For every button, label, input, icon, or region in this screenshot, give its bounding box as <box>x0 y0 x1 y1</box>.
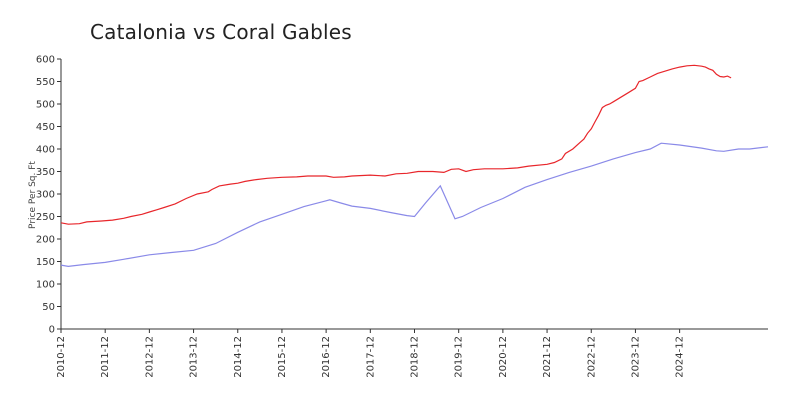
x-tick-label: 2016-12 <box>321 336 332 378</box>
x-tick-label: 2024-12 <box>675 336 686 378</box>
x-tick-label: 2021-12 <box>542 336 553 378</box>
x-tick-label: 2020-12 <box>498 336 509 378</box>
x-tick-label: 2010-12 <box>56 336 67 378</box>
x-tick-label: 2018-12 <box>410 336 421 378</box>
y-tick-label: 300 <box>36 190 55 201</box>
x-axis-ticks: 2010-12 2011-12 2012-12 2013-12 2014-12 2015-… <box>56 329 686 378</box>
y-tick-label: 50 <box>42 302 55 313</box>
x-tick-label: 2011-12 <box>100 336 111 378</box>
y-tick-label: 550 <box>36 77 55 88</box>
y-tick-label: 150 <box>36 257 55 268</box>
y-axis-ticks: 0 50 100 150 200 250 300 350 400 450 500 550 600 <box>36 55 61 336</box>
series-line-2 <box>60 142 769 268</box>
x-tick-label: 2017-12 <box>365 336 376 378</box>
y-tick-label: 200 <box>36 235 55 246</box>
y-tick-label: 0 <box>49 325 55 336</box>
x-tick-label: 2013-12 <box>189 336 200 378</box>
y-axis-label: Price Per Sq. Ft <box>28 161 38 229</box>
y-tick-label: 450 <box>36 122 55 133</box>
x-tick-label: 2023-12 <box>630 336 641 378</box>
y-tick-label: 600 <box>36 55 55 66</box>
chart-title: Catalonia vs Coral Gables <box>90 20 352 44</box>
x-tick-label: 2012-12 <box>144 336 155 378</box>
series-lines <box>60 64 769 268</box>
y-tick-label: 350 <box>36 167 55 178</box>
x-tick-label: 2022-12 <box>586 336 597 378</box>
y-tick-label: 500 <box>36 100 55 111</box>
y-tick-label: 100 <box>36 280 55 291</box>
x-tick-label: 2015-12 <box>277 336 288 378</box>
y-tick-label: 400 <box>36 145 55 156</box>
series-line-1 <box>60 64 732 225</box>
x-tick-label: 2019-12 <box>454 336 465 378</box>
axes <box>60 59 768 330</box>
x-tick-label: 2014-12 <box>233 336 244 378</box>
y-tick-label: 250 <box>36 212 55 223</box>
